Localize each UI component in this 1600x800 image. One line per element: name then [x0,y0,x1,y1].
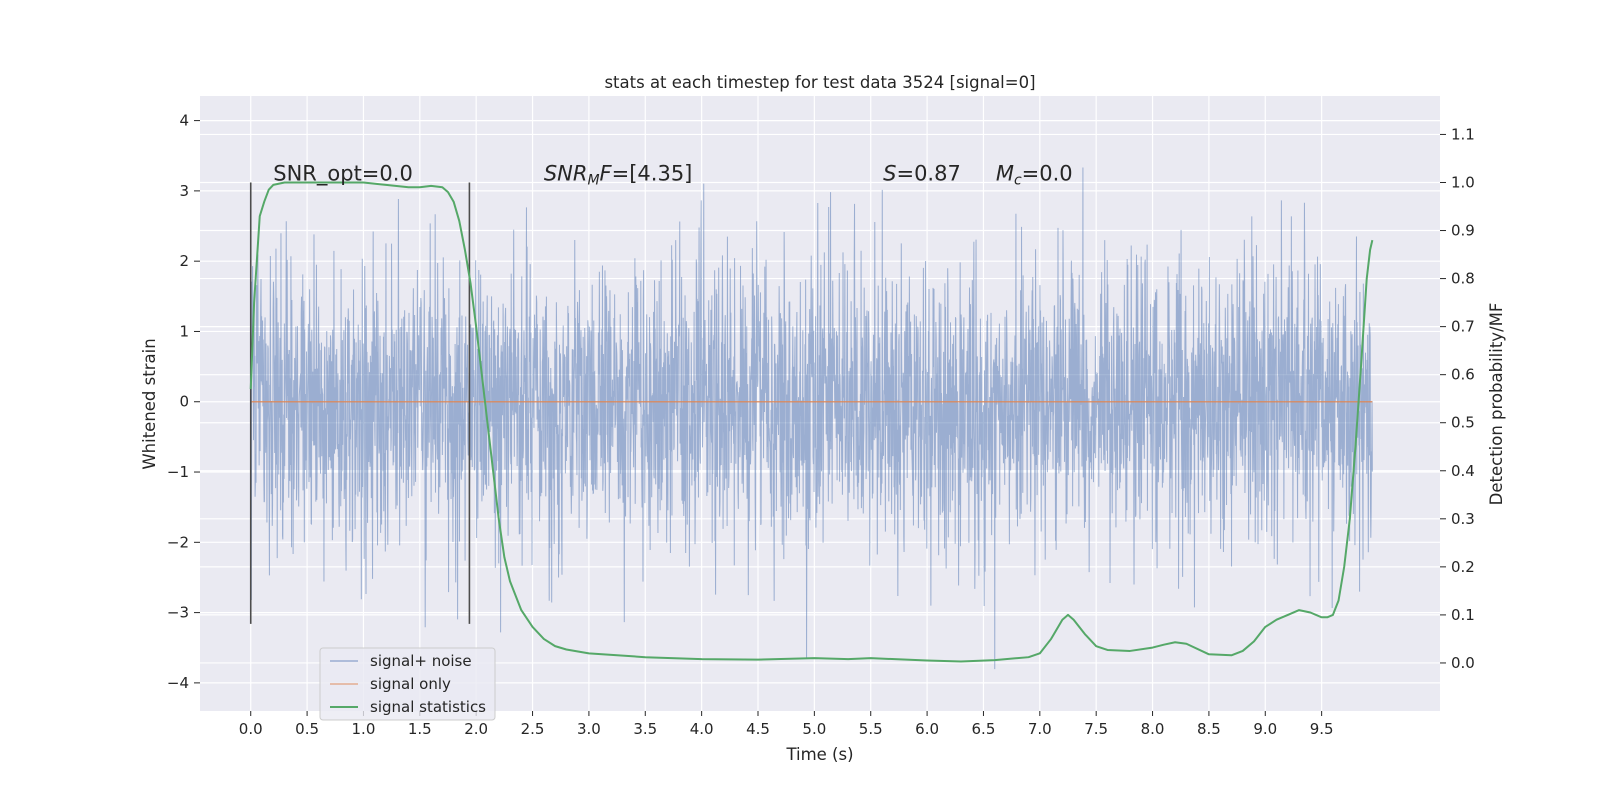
x-axis-ticks: 0.0 0.5 1.0 1.5 2.0 2.5 3.0 3.5 4.0 4.5 5.0 5.5 6.0 6… [239,711,1334,738]
annotation-mc: Mc=0.0 [996,161,1073,188]
legend-box [319,647,496,721]
y2-tick-label: 1.1 [1451,125,1475,143]
x-tick-label: 4.5 [746,720,770,738]
x-tick-label: 9.5 [1310,720,1334,738]
x-tick-label: 9.0 [1253,720,1277,738]
y-tick-label: −4 [167,674,189,692]
legend-label-signal-noise: signal+ noise [370,652,472,670]
x-tick-label: 3.0 [577,720,601,738]
x-tick-label: 8.0 [1141,720,1165,738]
x-axis-label: Time (s) [785,745,853,764]
y2-tick-label: 0.0 [1451,654,1475,672]
x-tick-label: 0.5 [295,720,319,738]
y-tick-label: 2 [179,252,189,270]
y2-tick-label: 0.2 [1451,558,1475,576]
y-axis-label: Whitened strain [140,338,159,469]
annotation-snr-opt: SNR_opt=0.0 [273,161,413,186]
y2-tick-label: 0.6 [1451,366,1475,384]
y-tick-label: −1 [167,463,189,481]
y2-tick-label: 1.0 [1451,173,1475,191]
y2-axis-ticks: 0.0 0.1 0.2 0.3 0.4 0.5 0.6 0.7 0.8 0.9 1.0 1.1 [1440,125,1475,672]
y2-tick-label: 0.7 [1451,318,1475,336]
chart-title: stats at each timestep for test data 352… [604,73,1035,92]
y2-tick-label: 0.8 [1451,270,1475,288]
vertical-markers [249,182,471,624]
annotation-snr-mf: SNRMF=[4.35] [544,161,693,188]
signal-statistics-line [249,181,1374,663]
signal-noise-series [250,167,1373,670]
x-tick-label: 3.5 [633,720,657,738]
y-tick-label: 1 [179,322,189,340]
x-tick-label: 6.5 [972,720,996,738]
legend: signal+ noise signal only signal statist… [319,647,496,721]
signal-noise-line [250,167,1373,670]
y-tick-label: −2 [167,533,189,551]
legend-label-signal-statistics: signal statistics [370,698,486,716]
x-tick-label: 1.0 [352,720,376,738]
x-tick-label: 0.0 [239,720,263,738]
legend-label-signal-only: signal only [370,675,451,693]
signal-statistics-series [249,181,1374,663]
x-tick-label: 6.0 [915,720,939,738]
y2-tick-label: 0.3 [1451,510,1475,528]
x-tick-label: 4.0 [690,720,714,738]
y2-tick-label: 0.9 [1451,222,1475,240]
x-tick-label: 2.5 [521,720,545,738]
y2-tick-label: 0.4 [1451,462,1475,480]
y-axis-ticks: −4 −3 −2 −1 0 1 2 3 4 [167,112,200,692]
y-tick-label: 0 [179,393,189,411]
y-tick-label: −3 [167,604,189,622]
x-tick-label: 8.5 [1197,720,1221,738]
y-tick-label: 3 [179,182,189,200]
x-tick-label: 7.0 [1028,720,1052,738]
x-tick-label: 2.0 [464,720,488,738]
y-tick-label: 4 [179,112,189,130]
annotation-s-stat: S=0.87 [883,161,961,185]
y2-tick-label: 0.5 [1451,414,1475,432]
x-tick-label: 5.0 [802,720,826,738]
x-tick-label: 5.5 [859,720,883,738]
y2-axis-label: Detection probability/MF [1487,303,1506,506]
annotations: SNR_opt=0.0 SNRMF=[4.35] S=0.87 Mc=0.0 [273,161,1072,188]
x-tick-label: 1.5 [408,720,432,738]
y2-tick-label: 0.1 [1451,606,1475,624]
x-tick-label: 7.5 [1084,720,1108,738]
